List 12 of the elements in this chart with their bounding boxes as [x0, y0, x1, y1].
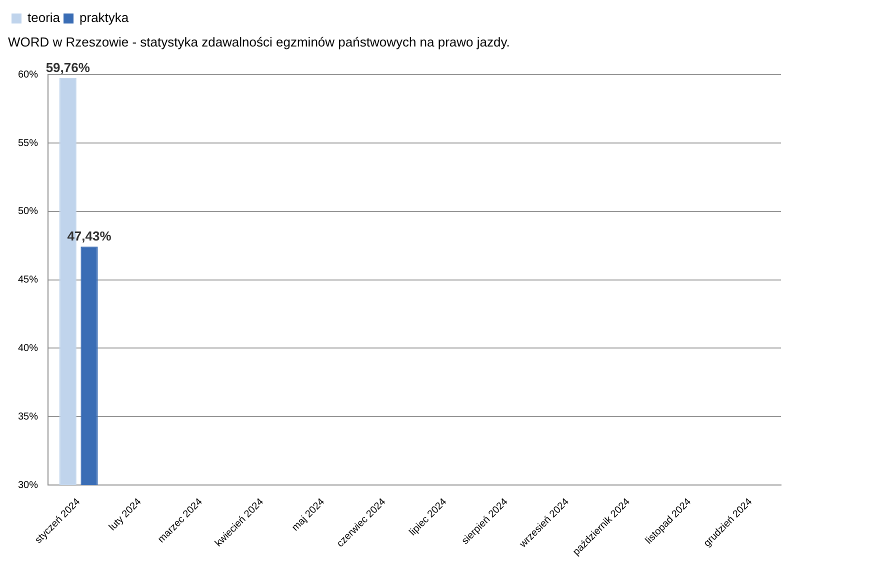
y-tick-label: 50%: [18, 206, 38, 218]
chart-title: WORD w Rzeszowie - statystyka zdawalności egzminów państwowych na prawo jazdy.: [8, 34, 510, 50]
y-tick-label: 40%: [18, 342, 38, 354]
y-tick-label: 30%: [18, 480, 38, 491]
y-tick-label: 55%: [18, 138, 38, 149]
legend-label: praktyka: [80, 10, 130, 26]
data-label: 47,43%: [67, 228, 112, 244]
data-label: 59,76%: [46, 60, 90, 75]
y-tick-label: 35%: [18, 411, 38, 422]
y-tick-label: 45%: [18, 274, 38, 286]
y-tick-label: 60%: [18, 69, 38, 80]
legend-label: teoria: [28, 10, 61, 26]
